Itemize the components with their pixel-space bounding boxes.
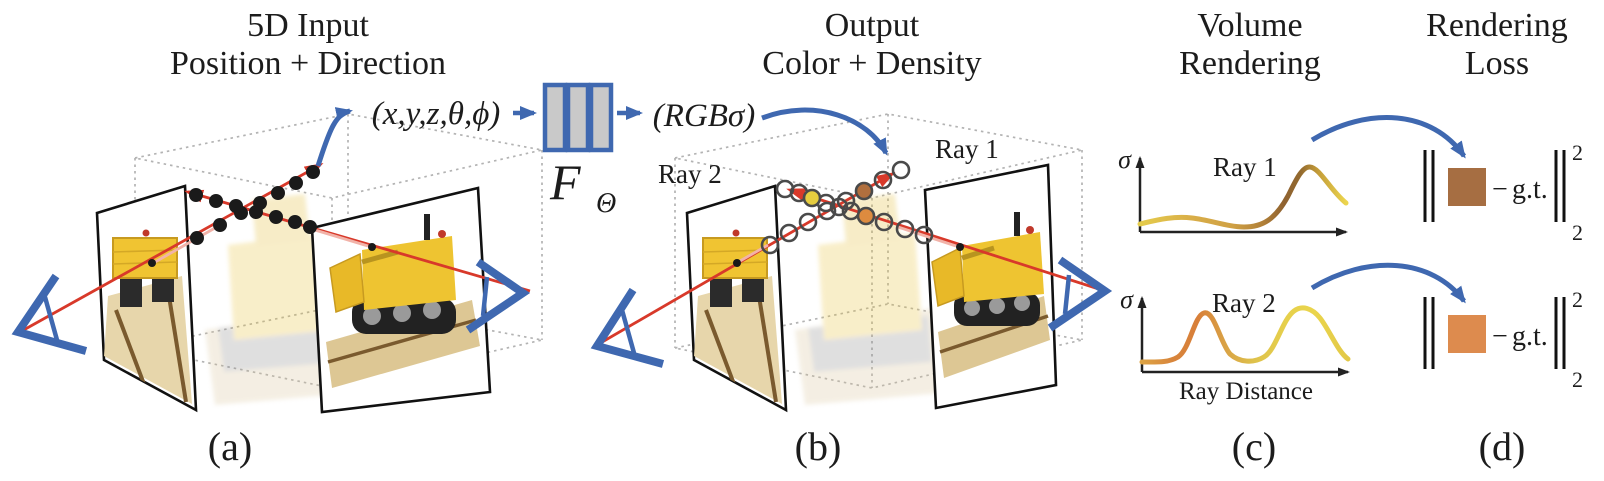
sample-dot — [189, 188, 203, 202]
sample-circle — [798, 212, 818, 232]
sample-circle — [829, 197, 849, 217]
mlp-layers-icon — [542, 82, 614, 153]
panel-a-label: (a) — [208, 424, 252, 469]
sample-dot — [289, 176, 303, 190]
sample-dot — [249, 205, 263, 219]
minus-sign: − — [1492, 321, 1508, 352]
arrow-plot2-to-loss — [1310, 262, 1467, 304]
camera-b-left-icon — [590, 287, 665, 368]
panel-d-title-line1: Rendering — [1426, 7, 1568, 44]
ray2-label-b: Ray 2 — [658, 159, 722, 189]
image-plane-b-right-photo — [931, 212, 1050, 378]
panel-b-label: (b) — [795, 424, 842, 469]
rendered-color-swatch-ray2 — [1448, 315, 1486, 353]
output-rgb-sigma: (RGBσ) — [653, 98, 755, 134]
sample-circle — [895, 219, 915, 239]
camera-b-right-icon — [1047, 256, 1113, 332]
norm-subscript: 2 — [1572, 367, 1583, 392]
sample-circle-filled-brown — [854, 181, 874, 201]
sample-circle — [914, 225, 934, 245]
image-plane-a-right-photo — [326, 214, 480, 388]
panel-b-title-line1: Output — [825, 7, 920, 44]
image-plane-b-left-photo — [694, 229, 782, 404]
sample-circle — [779, 223, 799, 243]
minus-sign: − — [1492, 174, 1508, 205]
sample-circle-filled-yellow — [802, 188, 822, 208]
ray-2-b-faded-segment — [897, 225, 957, 248]
plane-hit-dot — [956, 243, 964, 251]
sample-dot — [209, 194, 223, 208]
sample-dot — [303, 220, 317, 234]
plane-hit-dot — [733, 259, 741, 267]
sample-circle — [874, 212, 894, 232]
panel-c-title-line2: Rendering — [1179, 45, 1321, 82]
sample-circle-filled-orange — [856, 206, 876, 226]
sample-circle — [873, 170, 893, 190]
sample-dot — [229, 199, 243, 213]
arrow-to-input-icon — [315, 107, 353, 167]
norm-superscript: 2 — [1572, 140, 1583, 165]
sample-circle — [817, 201, 837, 221]
panel-c-title-line1: Volume — [1197, 7, 1302, 44]
sample-dot — [190, 231, 204, 245]
camera-a-right-icon — [465, 258, 531, 334]
network-symbol: F — [549, 154, 581, 210]
plot2-sigma-label: σ — [1120, 285, 1134, 314]
plane-hit-dot — [368, 243, 376, 251]
plot1-sigma-label: σ — [1118, 145, 1132, 174]
rendered-color-swatch-ray1 — [1448, 168, 1486, 206]
ray-1-a — [19, 163, 324, 334]
loss-row-ray1: − g.t. 2 2 — [1423, 140, 1583, 245]
arrow-output-to-ray — [761, 107, 889, 156]
plot2-x-axis-label: Ray Distance — [1179, 378, 1313, 405]
scene-a — [11, 107, 543, 414]
ground-truth-label: g.t. — [1512, 174, 1548, 205]
image-plane-a-left-photo — [104, 229, 192, 404]
ground-truth-label: g.t. — [1512, 321, 1548, 352]
ray-1-a-faded-segment — [154, 226, 216, 264]
sample-dot — [271, 186, 285, 200]
arrow-plot1-to-loss — [1310, 115, 1467, 159]
density-plot-ray2: σ Ray 2 Ray Distance — [1120, 285, 1351, 405]
sample-circles-b — [760, 160, 934, 255]
input-5d-coordinates: (x,y,z,θ,ϕ) — [372, 96, 501, 132]
scene-b: Ray 1 Ray 2 — [590, 107, 1113, 413]
norm-subscript: 2 — [1572, 220, 1583, 245]
network-symbol-subscript: Θ — [596, 188, 616, 219]
density-plot-ray1: σ Ray 1 — [1118, 145, 1349, 237]
plot2-density-curve — [1139, 305, 1351, 365]
panel-a-title-line1: 5D Input — [247, 7, 369, 44]
sample-dot — [213, 218, 227, 232]
plot2-title: Ray 2 — [1212, 288, 1276, 318]
camera-a-left-icon — [11, 273, 88, 355]
panel-d-title-line2: Loss — [1465, 45, 1529, 82]
sample-dot — [306, 165, 320, 179]
sample-dots-a — [189, 165, 320, 245]
plot1-title: Ray 1 — [1213, 152, 1277, 182]
plane-hit-dot — [148, 259, 156, 267]
sample-circle — [760, 235, 780, 255]
ray1-label-b: Ray 1 — [935, 134, 999, 164]
mlp-block: (x,y,z,θ,ϕ) F Θ (RGBσ) — [372, 82, 755, 219]
panel-d-label: (d) — [1479, 424, 1526, 469]
panel-a-title-line2: Position + Direction — [170, 45, 446, 82]
panel-c-label: (c) — [1232, 424, 1276, 469]
panel-b-title-line2: Color + Density — [762, 45, 981, 82]
plot1-density-curve — [1137, 164, 1349, 230]
sample-dot — [288, 215, 302, 229]
loss-row-ray2: − g.t. 2 2 — [1423, 287, 1583, 392]
norm-superscript: 2 — [1572, 287, 1583, 312]
scene-a-faint-object — [205, 194, 352, 405]
scene-b-faint-object — [795, 194, 942, 405]
sample-dot — [269, 210, 283, 224]
sample-circle — [891, 160, 911, 180]
